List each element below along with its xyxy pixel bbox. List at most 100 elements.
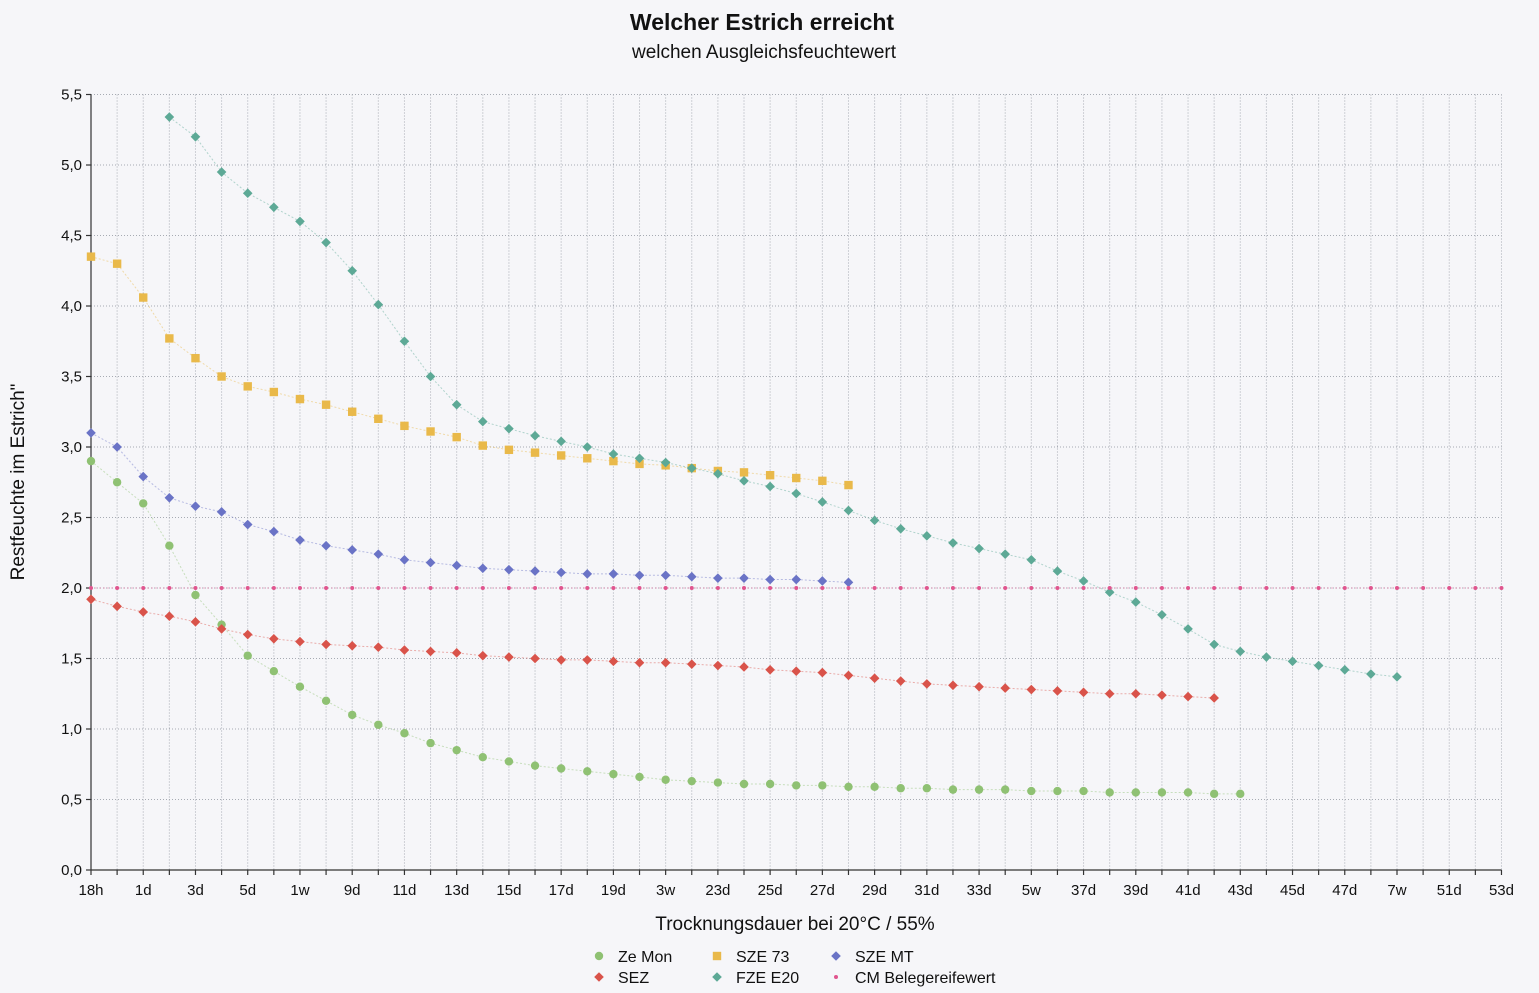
- data-point: [533, 586, 538, 590]
- x-tick-label: 5w: [1022, 882, 1041, 899]
- data-point: [295, 636, 305, 647]
- data-point: [843, 577, 854, 588]
- data-point: [242, 519, 253, 530]
- x-tick-label: 11d: [392, 882, 416, 899]
- data-point: [425, 557, 436, 568]
- y-tick-label: 0,5: [61, 792, 82, 809]
- data-point: [399, 554, 410, 565]
- data-point: [1133, 586, 1138, 590]
- x-tick-label: 51d: [1437, 882, 1462, 899]
- data-point: [271, 586, 276, 590]
- data-point: [347, 545, 358, 555]
- legend-item: CM Belegereifewert: [834, 970, 996, 987]
- data-point: [86, 428, 96, 438]
- x-tick-label: 45d: [1280, 882, 1305, 899]
- data-point: [791, 666, 802, 676]
- data-point: [1264, 586, 1269, 590]
- data-point: [86, 252, 96, 261]
- data-point: [216, 507, 227, 517]
- data-point: [765, 471, 775, 480]
- data-point: [376, 586, 381, 590]
- x-tick-label: 9d: [344, 882, 361, 899]
- data-point: [295, 216, 305, 227]
- data-point: [634, 570, 645, 581]
- data-point: [843, 505, 854, 516]
- data-point: [792, 781, 801, 790]
- data-point: [402, 586, 407, 590]
- y-tick-label: 1,5: [61, 651, 82, 668]
- data-point: [609, 456, 618, 466]
- data-point: [1313, 660, 1324, 671]
- y-tick-label: 3,5: [61, 369, 82, 386]
- y-tick-label: 2,0: [61, 580, 82, 597]
- legend-label: SEZ: [618, 970, 649, 987]
- data-point: [742, 586, 746, 590]
- legend-label: FZE E20: [736, 970, 799, 987]
- data-point: [193, 586, 198, 590]
- data-point: [321, 540, 331, 551]
- data-point: [217, 372, 226, 381]
- x-tick-label: 37d: [1071, 882, 1096, 899]
- data-point: [817, 576, 828, 586]
- data-point: [1395, 586, 1399, 590]
- data-point: [425, 646, 436, 657]
- legend: Ze Mon SEZ SZE 73 FZE E20 SZE MT CM Belegerei…: [594, 949, 996, 987]
- data-point: [112, 601, 122, 612]
- data-point: [89, 586, 93, 590]
- data-point: [635, 459, 644, 469]
- data-point: [1421, 586, 1426, 590]
- legend-marker: [712, 972, 722, 982]
- data-point: [164, 112, 175, 122]
- data-point: [1079, 786, 1088, 796]
- data-point: [86, 594, 96, 605]
- data-point: [115, 586, 120, 590]
- data-point: [1447, 586, 1452, 590]
- data-point: [451, 399, 462, 410]
- data-point: [190, 617, 201, 627]
- data-point: [374, 720, 383, 729]
- data-point: [739, 573, 749, 583]
- data-point: [165, 541, 174, 550]
- data-point: [765, 779, 775, 789]
- chart-subtitle: welchen Ausgleichsfeuchtewert: [631, 42, 897, 63]
- data-point: [1053, 786, 1062, 796]
- data-point: [791, 488, 802, 499]
- legend-marker: [594, 972, 604, 982]
- data-point: [948, 785, 958, 794]
- data-point: [1000, 549, 1011, 559]
- data-point: [1081, 586, 1086, 590]
- data-point: [1001, 785, 1010, 794]
- data-point: [765, 574, 775, 585]
- data-point: [739, 468, 749, 477]
- data-point: [191, 353, 200, 363]
- data-point: [844, 782, 853, 792]
- data-point: [504, 423, 514, 434]
- data-point: [373, 642, 384, 653]
- legend-item: SEZ: [594, 970, 649, 987]
- data-point: [948, 680, 958, 691]
- data-point: [504, 757, 514, 766]
- data-point: [977, 586, 982, 590]
- data-point: [1055, 586, 1060, 590]
- series-line: [90, 460, 1241, 795]
- data-point: [1499, 586, 1504, 590]
- data-point: [1078, 687, 1089, 698]
- data-point: [1107, 586, 1112, 590]
- data-point: [1186, 586, 1191, 590]
- data-point: [713, 468, 723, 479]
- data-point: [373, 549, 384, 559]
- chart-title: Welcher Estrich erreicht: [630, 9, 895, 35]
- data-point: [1130, 688, 1141, 699]
- x-tick-label: 13d: [444, 882, 469, 899]
- data-point: [765, 481, 775, 492]
- x-tick-label: 3w: [656, 882, 675, 899]
- data-point: [478, 441, 487, 450]
- data-point: [530, 566, 540, 576]
- data-point: [242, 629, 253, 640]
- legend-marker: [594, 951, 604, 961]
- data-point: [112, 259, 122, 268]
- series-sze-mt: [86, 428, 854, 588]
- data-point: [1130, 597, 1141, 607]
- data-point: [608, 656, 619, 667]
- data-point: [922, 784, 932, 793]
